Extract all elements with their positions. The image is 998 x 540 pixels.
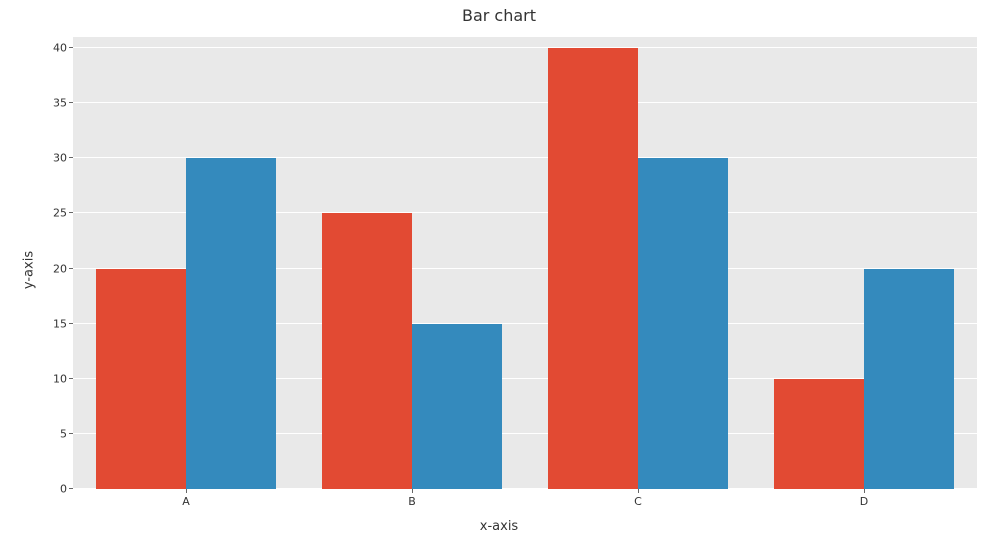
ytick-label: 10 [53,372,67,385]
xtick-label: C [634,495,642,508]
bar-series2 [186,158,276,489]
xtick-mark [638,489,639,493]
chart-title: Bar chart [0,6,998,25]
ytick-label: 5 [60,427,67,440]
bar-series2 [638,158,728,489]
ytick-mark [69,488,73,489]
gridline [73,47,977,48]
xtick-mark [864,489,865,493]
figure: Bar chart y-axis x-axis 0510152025303540… [0,0,998,540]
xtick-mark [186,489,187,493]
ytick-mark [69,323,73,324]
ytick-mark [69,47,73,48]
plot-area: 0510152025303540ABCD [72,36,978,490]
bar-series1 [774,379,864,489]
ytick-label: 40 [53,42,67,55]
ytick-label: 0 [60,483,67,496]
bar-series1 [322,213,412,489]
gridline [73,102,977,103]
ytick-mark [69,157,73,158]
ytick-label: 25 [53,207,67,220]
ytick-mark [69,433,73,434]
ytick-mark [69,212,73,213]
xtick-label: D [860,495,868,508]
bar-series2 [864,269,954,489]
ytick-label: 15 [53,317,67,330]
xtick-mark [412,489,413,493]
bar-series2 [412,324,502,489]
bar-series1 [96,269,186,489]
ytick-label: 35 [53,97,67,110]
bar-series1 [548,48,638,489]
y-axis-label: y-axis [22,251,37,289]
ytick-label: 30 [53,152,67,165]
xtick-label: A [182,495,190,508]
x-axis-label: x-axis [0,519,998,534]
ytick-mark [69,268,73,269]
ytick-mark [69,102,73,103]
ytick-mark [69,378,73,379]
ytick-label: 20 [53,262,67,275]
xtick-label: B [408,495,416,508]
